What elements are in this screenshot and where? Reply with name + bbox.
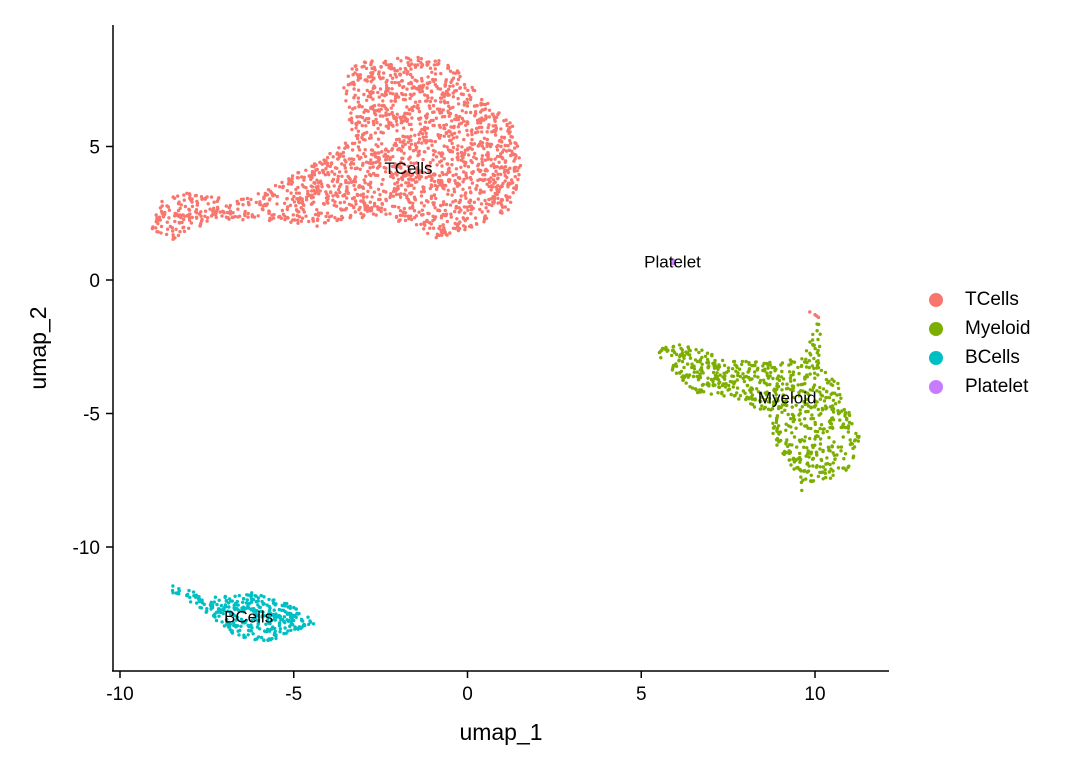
cluster-label: BCells xyxy=(224,607,273,626)
legend-item-myeloid: Myeloid xyxy=(925,314,1030,343)
svg-text:10: 10 xyxy=(804,684,825,705)
scatter-points xyxy=(150,55,861,642)
svg-text:-10: -10 xyxy=(73,538,100,559)
legend-item-tcells: TCells xyxy=(925,285,1030,314)
legend: TCells Myeloid BCells Platelet xyxy=(925,285,1030,401)
svg-text:-5: -5 xyxy=(83,405,100,426)
legend-dot-icon xyxy=(929,321,943,336)
legend-label: BCells xyxy=(965,346,1020,368)
svg-text:-5: -5 xyxy=(285,684,302,705)
x-axis-ticks: -10 -5 0 5 10 xyxy=(106,671,826,705)
legend-item-bcells: BCells xyxy=(925,343,1030,372)
cluster-label: TCells xyxy=(384,159,432,178)
svg-text:0: 0 xyxy=(462,684,473,705)
legend-dot-icon xyxy=(929,292,943,307)
legend-label: Platelet xyxy=(965,375,1029,397)
legend-label: Myeloid xyxy=(965,317,1031,339)
x-axis-title: umap_1 xyxy=(459,719,542,745)
svg-text:-10: -10 xyxy=(106,684,133,705)
legend-dot-icon xyxy=(929,350,943,365)
cluster-label: Myeloid xyxy=(758,388,817,407)
svg-text:0: 0 xyxy=(89,271,100,292)
y-axis-title: umap_2 xyxy=(25,306,51,389)
svg-text:5: 5 xyxy=(636,684,647,705)
cluster-labels: TCells Myeloid BCells Platelet xyxy=(224,159,816,627)
svg-text:5: 5 xyxy=(89,138,100,159)
legend-item-platelet: Platelet xyxy=(925,372,1030,401)
legend-dot-icon xyxy=(929,379,943,394)
legend-label: TCells xyxy=(965,288,1019,310)
y-axis-ticks: -10 -5 0 5 xyxy=(73,138,113,559)
cluster-label: Platelet xyxy=(644,252,701,271)
